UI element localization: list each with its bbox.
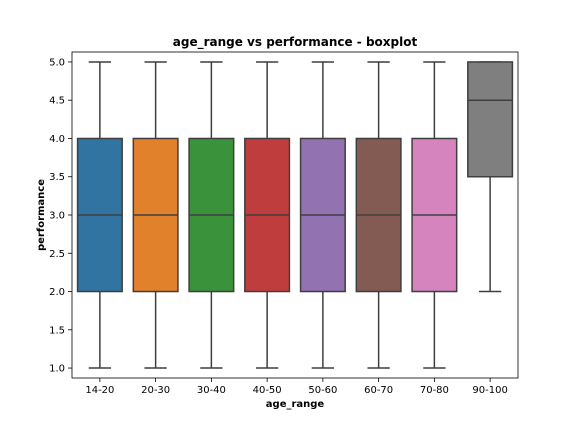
y-tick-label: 3.5 [49,172,65,183]
box-40-50 [244,61,291,369]
x-tick-label: 30-40 [197,385,226,396]
box-70-80 [411,61,458,369]
y-tick-label: 5.0 [49,57,65,68]
x-tick-label: 90-100 [472,385,507,396]
y-tick-label: 2.5 [49,249,65,260]
x-tick-label: 70-80 [420,385,449,396]
y-axis: 1.0 1.5 2.0 2.5 3.0 3.5 4.0 4.5 5.0 [49,57,72,375]
y-tick-label: 1.5 [49,325,65,336]
y-tick-label: 3.0 [49,211,65,222]
box-60-70 [355,61,402,369]
x-tick-label: 60-70 [364,385,393,396]
x-axis: 14-20 20-30 30-40 40-50 50-60 60-70 70-80 90-10… [85,378,508,396]
box-20-30 [132,61,179,369]
y-tick-label: 1.0 [49,364,65,375]
box-90-100 [467,61,514,293]
box-iqr [467,61,514,178]
y-tick-label: 4.5 [49,96,65,107]
y-tick-label: 2.0 [49,287,65,298]
y-tick-label: 4.0 [49,134,65,145]
x-tick-label: 50-60 [308,385,337,396]
x-axis-label: age_range [266,399,325,410]
x-tick-label: 40-50 [253,385,282,396]
chart-title: age_range vs performance - boxplot [173,35,418,50]
box-50-60 [299,61,346,369]
plot-area [76,61,514,369]
box-30-40 [188,61,235,369]
x-tick-label: 20-30 [141,385,170,396]
y-axis-label: performance [36,179,47,251]
x-tick-label: 14-20 [85,385,114,396]
box-14-20 [76,61,123,369]
